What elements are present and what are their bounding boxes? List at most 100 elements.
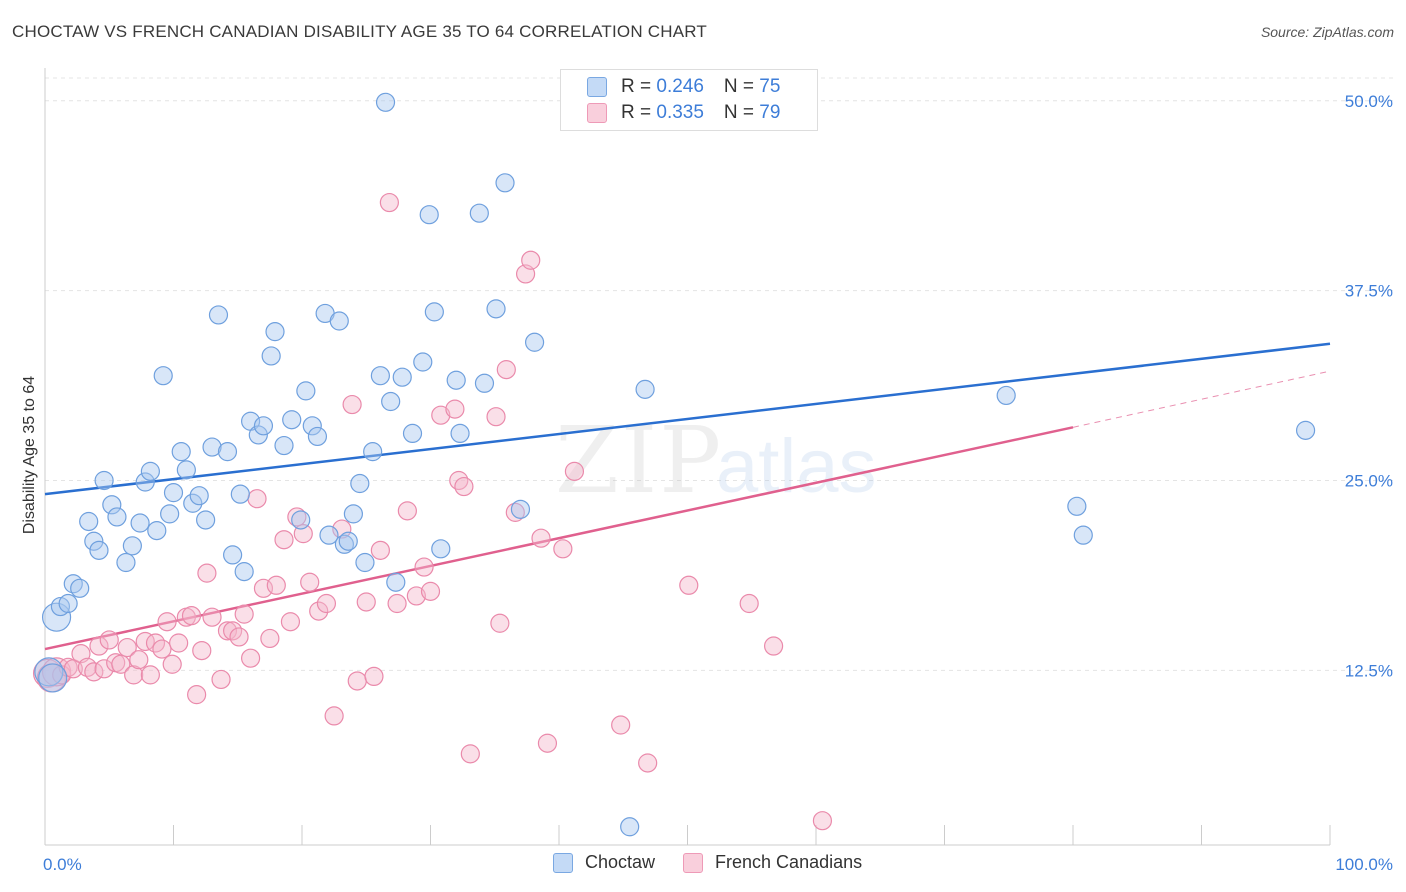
choctaw-point — [140, 461, 160, 481]
choctaw-point — [217, 442, 238, 462]
french-canadian-point — [211, 669, 231, 690]
french-canadian-point — [531, 528, 551, 548]
legend-row-french: R = 0.335 N = 79 — [587, 101, 780, 125]
choctaw-point — [996, 385, 1016, 406]
choctaw-point — [355, 552, 375, 573]
french-canadian-point — [406, 586, 426, 606]
legend-r-value: 0.335 — [656, 102, 704, 123]
choctaw-point — [89, 540, 109, 560]
choctaw-point — [392, 367, 412, 387]
choctaw-point — [122, 536, 142, 556]
french-canadian-point — [135, 631, 155, 652]
french-canadian-point — [420, 581, 441, 601]
french-canadian-point — [347, 671, 367, 691]
data-points — [32, 92, 1316, 837]
french-canadian-point — [763, 636, 784, 656]
bottom-legend-swatch-french — [683, 852, 704, 873]
choctaw-point — [620, 817, 640, 837]
choctaw-point — [84, 531, 104, 551]
gridlines — [45, 77, 1395, 671]
choctaw-point — [296, 381, 316, 401]
french-canadian-point — [521, 250, 541, 270]
choctaw-point — [338, 531, 358, 551]
french-canadian-point — [202, 607, 222, 627]
y-axis-label: Disability Age 35 to 64 — [21, 376, 38, 534]
french-canadian-point — [197, 563, 217, 583]
choctaw-point — [350, 473, 370, 494]
choctaw-point — [196, 510, 216, 530]
choctaw-point — [50, 596, 71, 617]
french-canadian-point — [505, 502, 525, 522]
french-canadian-point — [553, 539, 573, 559]
choctaw-point — [274, 435, 294, 456]
french-canadian-point — [445, 399, 465, 419]
source-label: Source: ZipAtlas.com — [1260, 24, 1394, 40]
french-canadian-point — [316, 593, 337, 614]
french-canadian-point — [63, 659, 83, 679]
choctaw-point — [58, 593, 78, 614]
french-canadian-point — [379, 192, 399, 213]
french-canadian-point — [460, 744, 480, 764]
choctaw-point — [370, 366, 390, 386]
choctaw-point — [474, 373, 495, 393]
french-canadian-point — [611, 715, 631, 735]
choctaw-point — [307, 426, 328, 447]
french-canadian-point — [274, 530, 294, 550]
legend: R = 0.246 N = 75 R = 0.335 N = 79 — [560, 69, 818, 131]
choctaw-point — [413, 352, 433, 372]
french-canadian-point — [162, 654, 182, 674]
x-tick-label: 0.0% — [43, 855, 82, 874]
choctaw-point — [524, 332, 545, 352]
choctaw-point — [510, 499, 531, 519]
choctaw-point — [94, 470, 114, 491]
legend-r-value: 0.246 — [656, 76, 704, 97]
legend-row-choctaw: R = 0.246 N = 75 — [587, 75, 780, 99]
french-canadian-point — [260, 628, 280, 649]
axes — [44, 68, 1331, 846]
choctaw-point — [147, 521, 167, 541]
choctaw-point — [38, 663, 68, 693]
choctaw-point — [176, 460, 196, 480]
y-tick-label: 12.5% — [1345, 661, 1393, 680]
french-canadian-point — [431, 405, 451, 425]
french-canadian-point — [414, 557, 434, 577]
choctaw-point — [70, 578, 90, 598]
french-canadian-point — [309, 601, 329, 621]
choctaw-point — [130, 513, 150, 533]
choctaw-point — [107, 507, 127, 527]
french-canadian-point — [397, 501, 417, 521]
bottom-legend-swatch-choctaw — [553, 852, 573, 873]
y-tick-label: 25.0% — [1345, 471, 1393, 490]
legend-swatch-french — [587, 103, 607, 123]
choctaw-point — [291, 510, 311, 530]
bottom-legend-french: French Canadians — [683, 852, 862, 873]
french-canadian-point — [324, 706, 344, 726]
choctaw-point — [102, 495, 122, 515]
choctaw-point — [116, 552, 136, 573]
choctaw-point — [171, 442, 191, 462]
legend-n-label: N = — [723, 76, 760, 97]
french-canadian-point — [679, 575, 699, 595]
french-canadian-point — [638, 753, 658, 773]
bottom-legend-choctaw: Choctaw — [553, 852, 655, 873]
bottom-legend: Choctaw French Canadians — [553, 852, 890, 873]
choctaw-point — [363, 442, 383, 462]
choctaw-point — [302, 416, 322, 436]
choctaw-point — [135, 472, 155, 492]
trend-line-choctaw — [44, 342, 1331, 496]
choctaw-point — [431, 539, 451, 559]
french-canadian-point — [449, 470, 469, 491]
choctaw-point — [419, 205, 439, 225]
legend-r-label: R = — [621, 76, 657, 97]
french-canadian-point — [241, 648, 261, 668]
legend-swatch-choctaw — [587, 77, 607, 97]
french-canadian-point — [739, 593, 759, 614]
choctaw-point — [261, 346, 281, 366]
choctaw-point — [265, 322, 285, 342]
french-canadian-point — [812, 811, 833, 831]
french-canadian-point — [89, 636, 109, 656]
french-canadian-point — [370, 540, 390, 560]
watermark-zip: ZIP — [555, 407, 723, 514]
choctaw-point — [208, 305, 229, 325]
choctaw-point — [282, 410, 302, 430]
